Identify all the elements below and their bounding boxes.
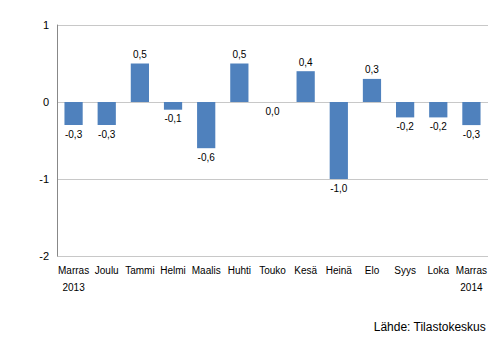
svg-text:Elo: Elo — [365, 265, 380, 276]
svg-text:Heinä: Heinä — [326, 265, 353, 276]
svg-text:Tammi: Tammi — [125, 265, 154, 276]
svg-text:Marras: Marras — [456, 265, 487, 276]
svg-text:0,5: 0,5 — [133, 49, 147, 60]
svg-text:Marras: Marras — [58, 265, 89, 276]
svg-text:-1: -1 — [39, 173, 49, 185]
svg-text:-0,2: -0,2 — [430, 121, 448, 132]
svg-text:0,3: 0,3 — [365, 64, 379, 75]
svg-text:2013: 2013 — [62, 282, 85, 293]
svg-text:Lähde: Tilastokeskus: Lähde: Tilastokeskus — [374, 320, 486, 334]
svg-text:1: 1 — [43, 19, 49, 31]
svg-text:Huhti: Huhti — [228, 265, 251, 276]
svg-text:-0,2: -0,2 — [396, 121, 414, 132]
svg-text:0,4: 0,4 — [299, 57, 313, 68]
svg-text:-0,1: -0,1 — [164, 113, 182, 124]
svg-text:Loka: Loka — [427, 265, 449, 276]
svg-text:Helmi: Helmi — [160, 265, 186, 276]
svg-text:Joulu: Joulu — [95, 265, 119, 276]
svg-text:-0,3: -0,3 — [65, 129, 83, 140]
svg-text:0,0: 0,0 — [266, 106, 280, 117]
svg-text:-1,0: -1,0 — [330, 183, 348, 194]
svg-text:0,5: 0,5 — [232, 49, 246, 60]
svg-text:Maalis: Maalis — [192, 265, 221, 276]
svg-text:Touko: Touko — [259, 265, 286, 276]
svg-text:-0,3: -0,3 — [98, 129, 116, 140]
svg-text:-0,3: -0,3 — [463, 129, 481, 140]
svg-text:Kesä: Kesä — [294, 265, 317, 276]
svg-text:0: 0 — [43, 96, 49, 108]
svg-text:-2: -2 — [39, 250, 49, 262]
svg-text:2014: 2014 — [460, 282, 483, 293]
svg-text:-0,6: -0,6 — [198, 152, 216, 163]
svg-text:Syys: Syys — [394, 265, 416, 276]
